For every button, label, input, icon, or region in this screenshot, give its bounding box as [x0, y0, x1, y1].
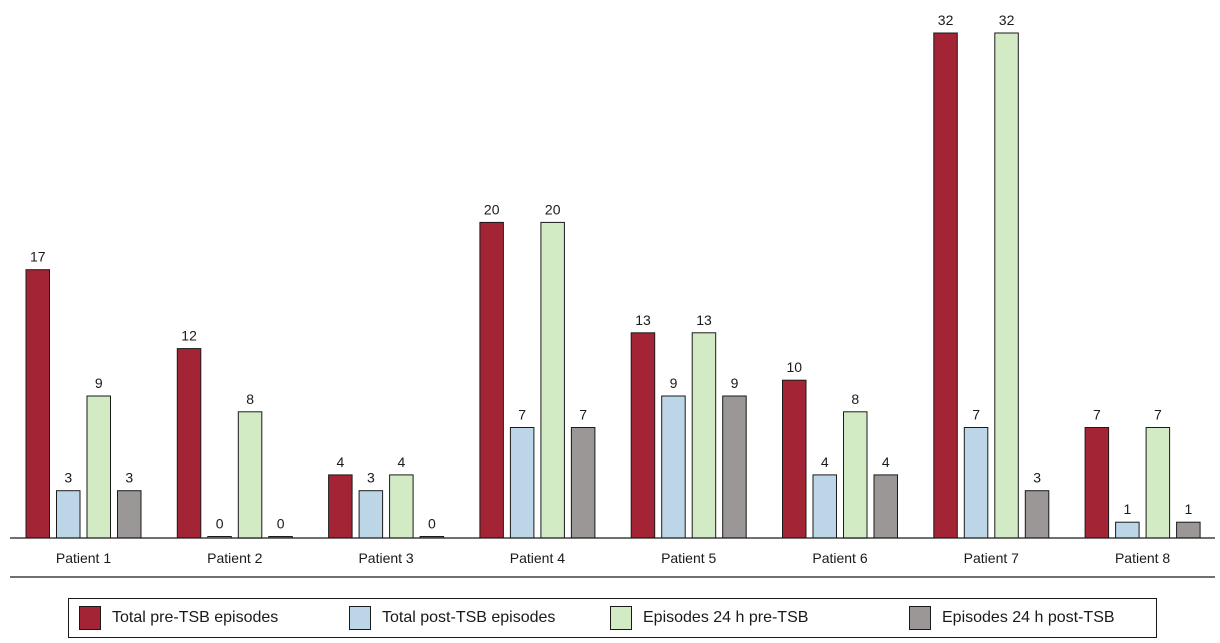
bar-episodes-24-h-pre-tsb-patient-6	[843, 411, 868, 539]
bar-episodes-24-h-pre-tsb-patient-2	[237, 411, 263, 539]
data-label-total-post-tsb-episodes-patient-2: 0	[216, 516, 224, 532]
data-label-total-post-tsb-episodes-patient-3: 3	[367, 470, 375, 486]
data-label-total-pre-tsb-episodes-patient-3: 4	[337, 454, 345, 470]
bar-episodes-24-h-post-tsb-patient-1	[117, 490, 142, 539]
data-label-total-pre-tsb-episodes-patient-8: 7	[1093, 407, 1101, 423]
legend-swatch-total-post-tsb	[349, 606, 371, 630]
data-label-episodes-24-h-pre-tsb-patient-2: 8	[246, 391, 254, 407]
bar-total-post-tsb-episodes-patient-1	[56, 490, 81, 539]
bar-total-pre-tsb-episodes-patient-1	[25, 269, 50, 539]
x-tick-label-patient-8: Patient 8	[1115, 550, 1170, 566]
x-tick-labels: Patient 1 Patient 2 Patient 3 Patient 4 Pati…	[56, 550, 1171, 566]
bar-episodes-24-h-post-tsb-patient-6	[873, 474, 898, 539]
data-label-episodes-24-h-pre-tsb-patient-7: 32	[999, 12, 1015, 28]
data-label-total-pre-tsb-episodes-patient-1: 17	[30, 249, 46, 265]
bar-total-pre-tsb-episodes-patient-4	[479, 221, 504, 539]
x-tick-label-patient-4: Patient 4	[510, 550, 565, 566]
data-label-episodes-24-h-post-tsb-patient-6: 4	[882, 454, 890, 470]
x-tick-label-patient-6: Patient 6	[812, 550, 867, 566]
data-label-total-post-tsb-episodes-patient-5: 9	[670, 375, 678, 391]
data-label-episodes-24-h-pre-tsb-patient-1: 9	[95, 375, 103, 391]
legend-swatch-total-pre-tsb	[79, 606, 101, 630]
data-label-total-pre-tsb-episodes-patient-6: 10	[787, 359, 803, 375]
bar-total-post-tsb-episodes-patient-3	[358, 490, 384, 539]
bar-episodes-24-h-pre-tsb-patient-8	[1145, 427, 1171, 539]
legend-swatch-24h-post-tsb	[909, 606, 931, 630]
bar-total-pre-tsb-episodes-patient-3	[328, 474, 353, 539]
data-label-episodes-24-h-post-tsb-patient-4: 7	[579, 407, 587, 423]
data-label-episodes-24-h-pre-tsb-patient-6: 8	[851, 391, 859, 407]
data-label-total-post-tsb-episodes-patient-7: 7	[972, 407, 980, 423]
bar-total-pre-tsb-episodes-patient-7	[933, 32, 958, 539]
x-tick-label-patient-2: Patient 2	[207, 550, 262, 566]
data-label-episodes-24-h-post-tsb-patient-1: 3	[125, 470, 133, 486]
legend-item-total-post-tsb: Total post-TSB episodes	[349, 599, 555, 637]
data-label-episodes-24-h-pre-tsb-patient-4: 20	[545, 201, 561, 217]
data-label-total-pre-tsb-episodes-patient-4: 20	[484, 201, 500, 217]
data-label-episodes-24-h-post-tsb-patient-2: 0	[277, 516, 285, 532]
bar-total-post-tsb-episodes-patient-4	[509, 427, 535, 539]
bar-episodes-24-h-post-tsb-patient-7	[1024, 490, 1050, 539]
bar-episodes-24-h-pre-tsb-patient-7	[994, 32, 1019, 539]
legend-label-24h-pre-tsb: Episodes 24 h pre-TSB	[643, 609, 809, 626]
x-tick-label-patient-1: Patient 1	[56, 550, 111, 566]
bar-episodes-24-h-pre-tsb-patient-1	[86, 395, 111, 539]
data-label-episodes-24-h-pre-tsb-patient-8: 7	[1154, 407, 1162, 423]
data-label-total-post-tsb-episodes-patient-6: 4	[821, 454, 829, 470]
data-label-total-post-tsb-episodes-patient-4: 7	[518, 407, 526, 423]
data-label-total-pre-tsb-episodes-patient-2: 12	[181, 328, 197, 344]
legend-item-24h-post-tsb: Episodes 24 h post-TSB	[909, 599, 1115, 637]
data-label-total-pre-tsb-episodes-patient-7: 32	[938, 12, 954, 28]
bar-total-pre-tsb-episodes-patient-8	[1084, 427, 1110, 539]
bar-episodes-24-h-post-tsb-patient-4	[570, 427, 596, 539]
bar-episodes-24-h-pre-tsb-patient-5	[691, 332, 717, 539]
legend-label-total-post-tsb: Total post-TSB episodes	[382, 609, 556, 626]
legend: Total pre-TSB episodes Total post-TSB ep…	[68, 598, 1157, 638]
legend-swatch-24h-pre-tsb	[610, 606, 632, 630]
bar-total-post-tsb-episodes-patient-7	[963, 427, 989, 539]
legend-item-total-pre-tsb: Total pre-TSB episodes	[79, 599, 278, 637]
data-label-episodes-24-h-pre-tsb-patient-5: 13	[696, 312, 712, 328]
bar-episodes-24-h-pre-tsb-patient-3	[389, 474, 414, 539]
bar-total-post-tsb-episodes-patient-8	[1115, 521, 1140, 539]
bar-total-pre-tsb-episodes-patient-6	[782, 379, 807, 539]
x-tick-label-patient-3: Patient 3	[358, 550, 413, 566]
bar-total-post-tsb-episodes-patient-5	[661, 395, 686, 539]
bars-layer: 1739312080434020720713913910484327323717…	[25, 12, 1201, 539]
bar-episodes-24-h-post-tsb-patient-8	[1176, 521, 1201, 539]
data-label-episodes-24-h-post-tsb-patient-7: 3	[1033, 470, 1041, 486]
x-tick-label-patient-5: Patient 5	[661, 550, 716, 566]
bar-total-pre-tsb-episodes-patient-2	[176, 348, 202, 539]
bar-episodes-24-h-post-tsb-patient-5	[722, 395, 747, 539]
data-label-total-post-tsb-episodes-patient-8: 1	[1124, 501, 1132, 517]
data-label-episodes-24-h-post-tsb-patient-3: 0	[428, 516, 436, 532]
bar-chart: 1739312080434020720713913910484327323717…	[10, 12, 1215, 578]
data-label-episodes-24-h-post-tsb-patient-5: 9	[731, 375, 739, 391]
bar-total-post-tsb-episodes-patient-6	[812, 474, 837, 539]
legend-item-24h-pre-tsb: Episodes 24 h pre-TSB	[610, 599, 808, 637]
legend-label-24h-post-tsb: Episodes 24 h post-TSB	[942, 609, 1115, 626]
data-label-episodes-24-h-post-tsb-patient-8: 1	[1185, 501, 1193, 517]
bar-episodes-24-h-pre-tsb-patient-4	[540, 221, 565, 539]
bar-total-pre-tsb-episodes-patient-5	[630, 332, 656, 539]
x-tick-label-patient-7: Patient 7	[964, 550, 1019, 566]
data-label-total-pre-tsb-episodes-patient-5: 13	[635, 312, 651, 328]
data-label-total-post-tsb-episodes-patient-1: 3	[64, 470, 72, 486]
data-label-episodes-24-h-pre-tsb-patient-3: 4	[398, 454, 406, 470]
legend-label-total-pre-tsb: Total pre-TSB episodes	[112, 609, 279, 626]
